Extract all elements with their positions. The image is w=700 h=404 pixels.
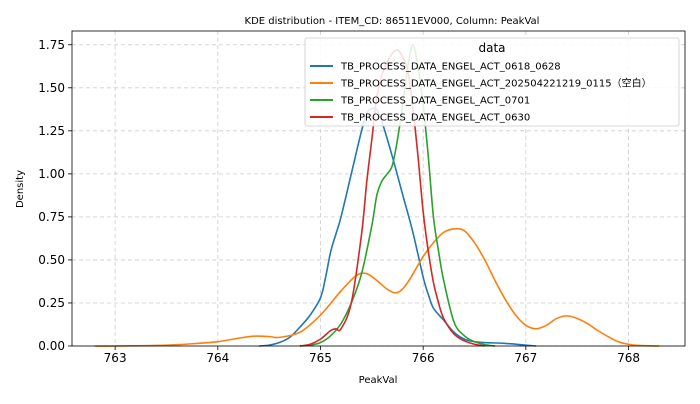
legend-label-2: TB_PROCESS_DATA_ENGEL_ACT_0701 bbox=[340, 96, 530, 107]
legend-items: TB_PROCESS_DATA_ENGEL_ACT_0618_0628 TB_PR… bbox=[310, 62, 652, 124]
x-tick-label: 763 bbox=[104, 351, 127, 365]
x-tick-label: 765 bbox=[309, 351, 332, 365]
y-tick-label: 0.50 bbox=[38, 253, 65, 267]
plot-frame bbox=[71, 30, 686, 347]
y-tick-label: 1.50 bbox=[38, 81, 65, 95]
series-line-1 bbox=[94, 227, 660, 347]
legend-label-0: TB_PROCESS_DATA_ENGEL_ACT_0618_0628 bbox=[340, 62, 561, 73]
y-tick-label: 1.75 bbox=[38, 38, 65, 52]
y-tick-label: 1.00 bbox=[38, 167, 65, 181]
axis-layer: 763 764 765 766 767 768 0.00 0.25 0.50 0.75 1.00 1.… bbox=[38, 38, 640, 365]
x-axis-label: PeakVal bbox=[359, 375, 398, 386]
x-tick-label: 767 bbox=[514, 351, 537, 365]
x-tick-label: 768 bbox=[617, 351, 640, 365]
legend-box bbox=[304, 37, 680, 127]
y-axis-label: Density bbox=[15, 170, 26, 208]
y-tick-label: 0.25 bbox=[38, 296, 65, 310]
y-tick-label: 0.75 bbox=[38, 210, 65, 224]
chart-title: KDE distribution - ITEM_CD: 86511EV000, … bbox=[245, 16, 540, 27]
x-tick-label: 766 bbox=[412, 351, 435, 365]
legend-label-1: TB_PROCESS_DATA_ENGEL_ACT_202504221219_0… bbox=[340, 77, 652, 90]
y-tick-label: 1.25 bbox=[38, 124, 65, 138]
y-tick-label: 0.00 bbox=[38, 339, 65, 353]
x-tick-label: 764 bbox=[206, 351, 229, 365]
legend-title: data bbox=[478, 41, 505, 55]
legend: data TB_PROCESS_DATA_ENGEL_ACT_0618_0628… bbox=[304, 37, 680, 127]
legend-label-3: TB_PROCESS_DATA_ENGEL_ACT_0630 bbox=[340, 113, 530, 124]
